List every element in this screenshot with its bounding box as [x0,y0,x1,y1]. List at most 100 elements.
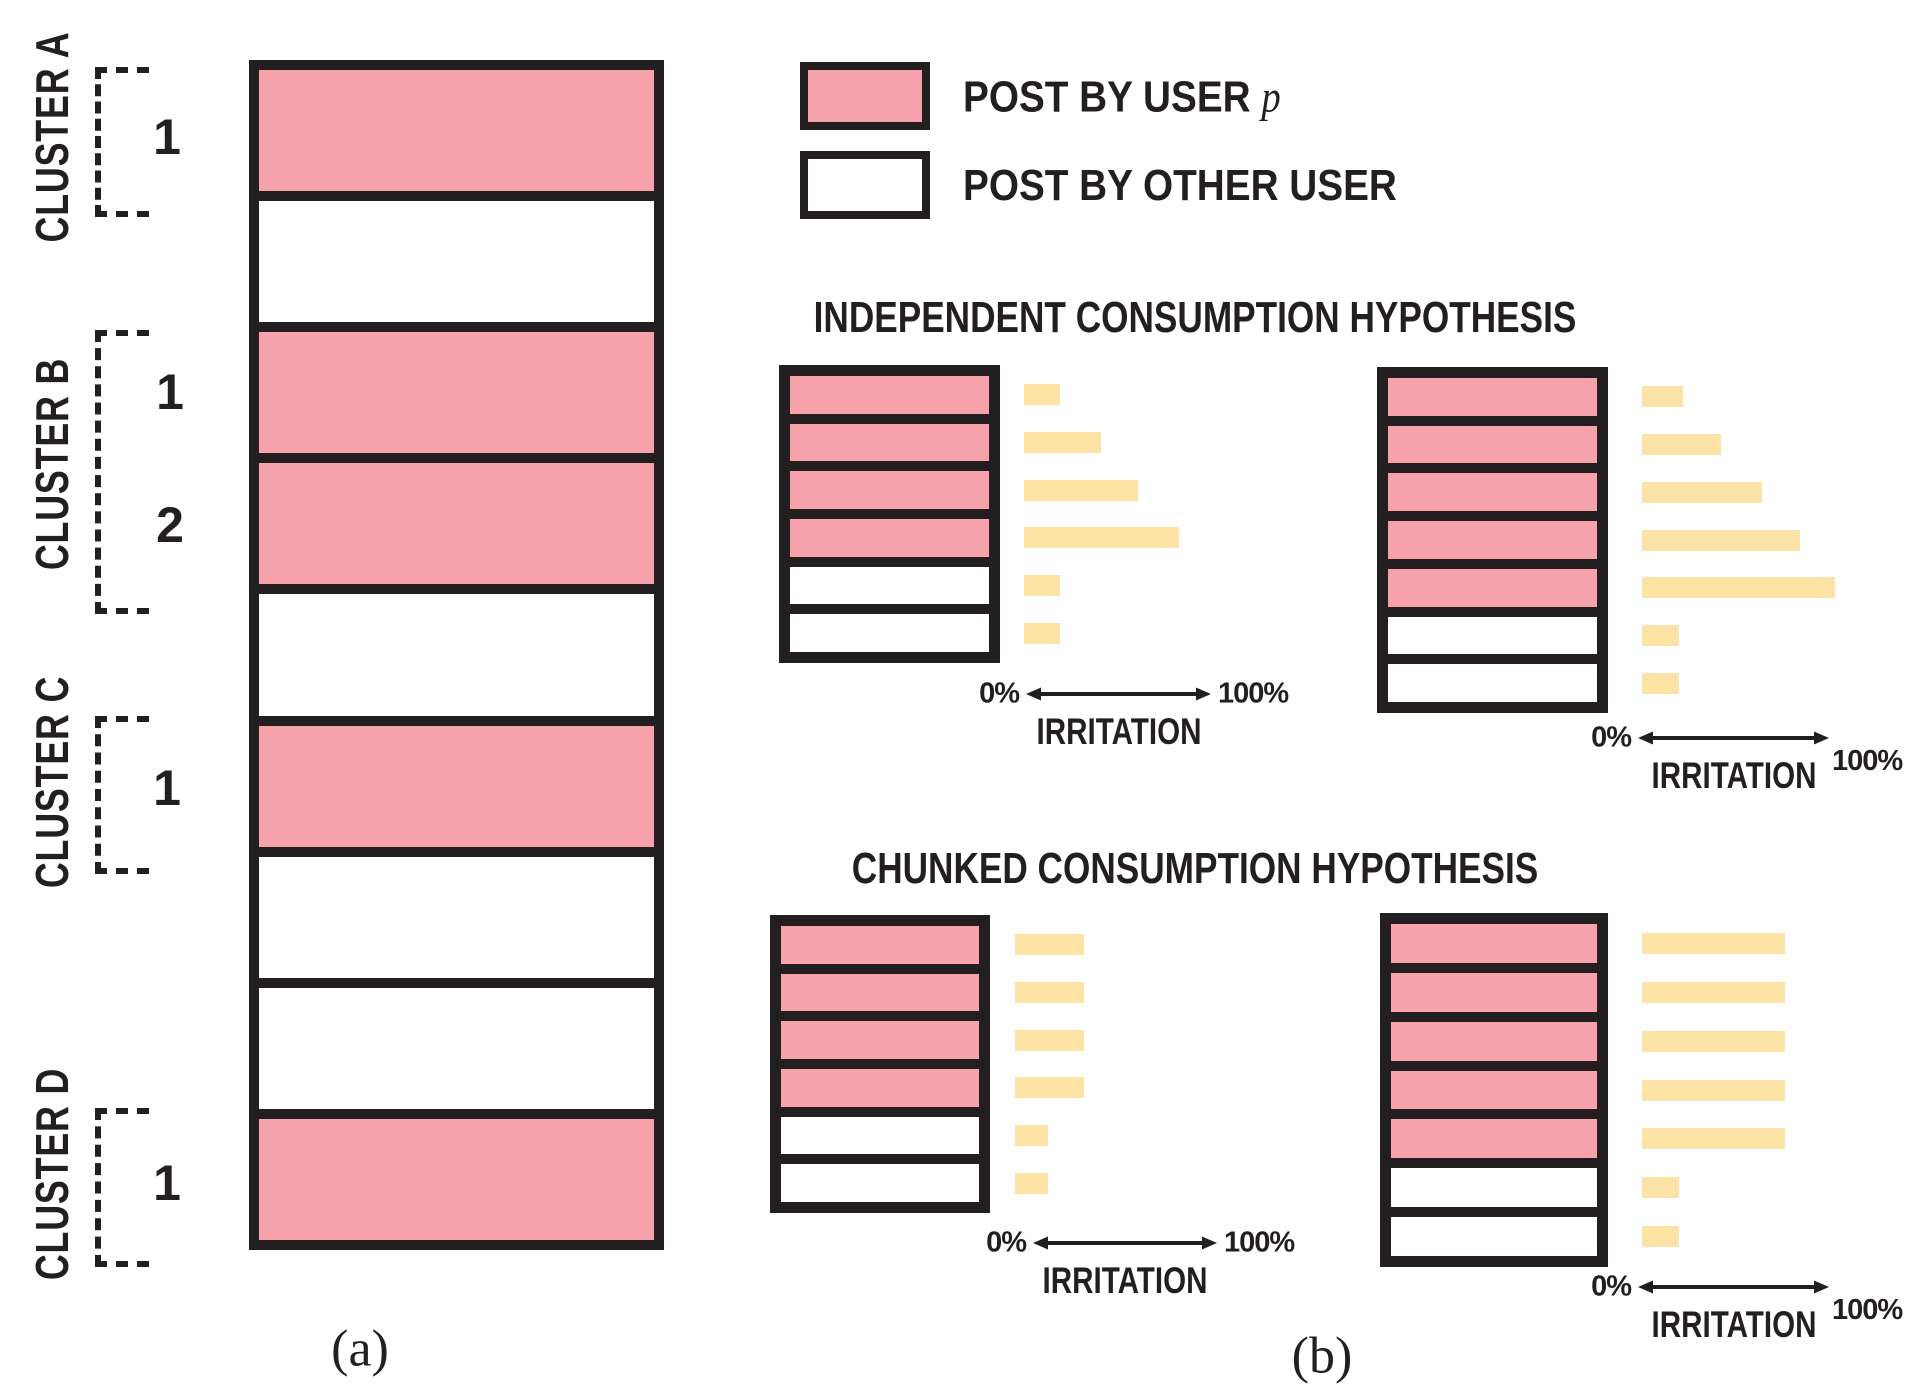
independent-right-irritation-bar-7 [1642,672,1679,694]
independent-right-irritation-bar-4 [1642,529,1801,551]
chunked-right-post-5-by-user [1391,1119,1597,1159]
independent-right-post-3-by-user [1388,473,1597,512]
chunked-left-axis-min-label: 0% [986,1226,1027,1259]
legend-swatch-post-by-user [800,62,930,130]
chunked-left-post-5-by-other [781,1116,979,1155]
independent-left-irritation-bar-3 [1024,479,1139,501]
feed-post-8-by-other [259,987,654,1109]
cluster-b-post-number-2: 2 [156,497,184,553]
chunked-right-stack [1380,913,1608,1267]
chunked-right-irritation-bar-6 [1642,1177,1679,1199]
independent-left-axis-arrow [1026,687,1211,701]
chunked-right-post-2-by-user [1391,972,1597,1012]
cluster-c-bracket [95,716,149,874]
independent-right-post-5-by-user [1388,568,1597,607]
feed-post-4-by-user [259,463,654,585]
chunked-right-post-6-by-other [1391,1168,1597,1208]
chunked-right-irritation-bar-5 [1642,1128,1785,1150]
independent-right-irritation-bar-2 [1642,434,1722,456]
chunked-right-axis-max-label: 100% [1832,1294,1903,1326]
independent-right-post-6-by-other [1388,616,1597,655]
chunked-left-axis-arrow [1033,1236,1217,1250]
legend-label-post-by-other: POST BY OTHER USER [963,161,1397,210]
independent-right-irritation-bar-1 [1642,386,1683,408]
legend-user-variable: p [1261,72,1281,122]
chunked-left-post-1-by-user [781,926,979,964]
caption-b: (b) [1291,1327,1353,1385]
independent-left-post-5-by-other [790,566,989,605]
legend-label-post-by-user: POST BY USER p [963,72,1281,123]
independent-right-post-1-by-user [1388,378,1597,416]
cluster-b-bracket [95,330,149,614]
independent-right-axis-min-label: 0% [1591,721,1632,754]
independent-right-post-2-by-user [1388,425,1597,464]
independent-right-stack [1377,367,1608,713]
independent-right-irritation-bar-3 [1642,481,1762,503]
cluster-c-label: CLUSTER C [26,675,78,889]
chunked-right-irritation-bar-2 [1642,981,1785,1003]
chunked-left-stack [770,915,990,1213]
independent-left-post-4-by-user [790,519,989,557]
feed-post-7-by-other [259,856,654,978]
chunked-left-irritation-bar-4 [1015,1077,1084,1099]
chunked-right-post-3-by-user [1391,1021,1597,1061]
caption-a: (a) [331,1320,389,1378]
cluster-a-bracket [95,67,149,217]
chunked-left-irritation-bar-2 [1015,982,1084,1003]
feed-post-6-by-user [259,725,654,847]
chunked-left-axis-max-label: 100% [1224,1226,1295,1259]
cluster-a-label: CLUSTER A [26,31,78,243]
feed-post-1-by-user [259,70,654,192]
chunked-left-irritation-bar-6 [1015,1172,1049,1194]
feed-post-3-by-user [259,332,654,454]
cluster-b-label: CLUSTER B [26,357,78,571]
cluster-d-bracket [95,1108,149,1267]
legend-swatch-post-by-other [800,151,930,219]
independent-left-axis-min-label: 0% [979,677,1020,710]
cluster-d-label: CLUSTER D [26,1067,78,1281]
independent-left-post-3-by-user [790,471,989,509]
independent-left-irritation-bar-6 [1024,622,1060,644]
chunked-left-irritation-bar-5 [1015,1125,1049,1146]
independent-left-post-2-by-user [790,423,989,462]
independent-left-irritation-bar-4 [1024,527,1180,549]
feed-post-9-by-user [259,1118,654,1240]
chunked-right-irritation-bar-4 [1642,1079,1785,1101]
chunked-left-post-2-by-user [781,973,979,1012]
independent-right-axis-arrow [1638,731,1829,745]
chunked-right-post-4-by-user [1391,1070,1597,1110]
independent-left-axis-title: IRRITATION [1036,711,1201,752]
chunked-right-axis-min-label: 0% [1591,1270,1632,1303]
chunked-left-post-6-by-other [781,1164,979,1202]
independent-right-axis-title: IRRITATION [1651,755,1816,796]
independent-right-post-7-by-other [1388,664,1597,702]
chunked-left-axis-title: IRRITATION [1042,1260,1208,1301]
feed-stack [249,60,664,1250]
chunked-right-axis-title: IRRITATION [1651,1304,1816,1345]
chunked-right-irritation-bar-3 [1642,1030,1785,1052]
independent-left-irritation-bar-5 [1024,575,1060,596]
chunked-right-irritation-bar-7 [1642,1226,1679,1248]
chunked-hypothesis-title: CHUNKED CONSUMPTION HYPOTHESIS [851,844,1539,893]
cluster-b-post-number-1: 1 [156,364,184,420]
chunked-left-post-4-by-user [781,1069,979,1107]
cluster-a-post-number-1: 1 [153,109,181,165]
feed-post-5-by-other [259,594,654,716]
chunked-right-axis-arrow [1638,1280,1829,1294]
cluster-c-post-number-1: 1 [153,760,181,816]
legend-user-text: POST BY USER [963,72,1251,122]
independent-right-irritation-bar-6 [1642,624,1679,646]
independent-left-irritation-bar-1 [1024,384,1060,406]
chunked-left-irritation-bar-3 [1015,1029,1084,1051]
independent-left-irritation-bar-2 [1024,432,1101,453]
independent-left-stack [779,365,1000,663]
cluster-d-post-number-1: 1 [153,1155,181,1211]
chunked-right-irritation-bar-1 [1642,932,1785,954]
independent-left-post-1-by-user [790,376,989,414]
chunked-right-post-7-by-other [1391,1217,1597,1256]
independent-right-axis-max-label: 100% [1832,745,1903,777]
chunked-right-post-1-by-user [1391,924,1597,963]
feed-post-2-by-other [259,201,654,323]
chunked-left-irritation-bar-1 [1015,934,1084,956]
